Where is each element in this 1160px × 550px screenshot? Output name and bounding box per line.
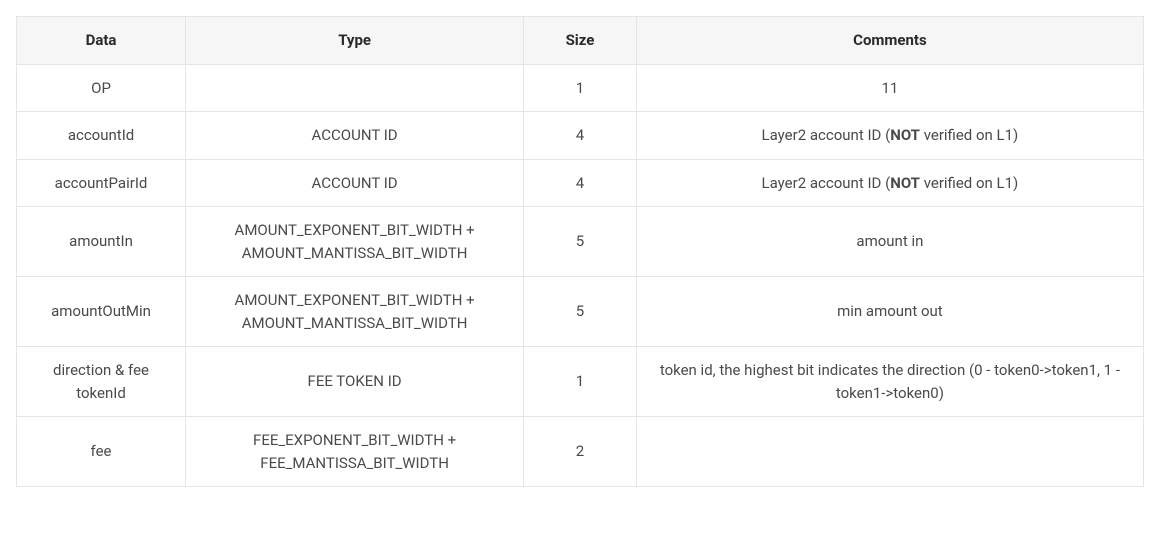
table-row: amountIn AMOUNT_EXPONENT_BIT_WIDTH + AMO… — [17, 207, 1144, 277]
cell-data: direction & fee tokenId — [17, 347, 186, 417]
cell-type: ACCOUNT ID — [186, 159, 524, 207]
cell-type: ACCOUNT ID — [186, 112, 524, 160]
table-row: amountOutMin AMOUNT_EXPONENT_BIT_WIDTH +… — [17, 277, 1144, 347]
cell-data: accountId — [17, 112, 186, 160]
cell-type: FEE_EXPONENT_BIT_WIDTH + FEE_MANTISSA_BI… — [186, 417, 524, 487]
comments-bold: NOT — [890, 126, 920, 144]
cell-comments — [636, 417, 1143, 487]
data-table: Data Type Size Comments OP 1 11 accountI… — [16, 16, 1144, 487]
cell-comments: min amount out — [636, 277, 1143, 347]
table-row: accountPairId ACCOUNT ID 4 Layer2 accoun… — [17, 159, 1144, 207]
table-body: OP 1 11 accountId ACCOUNT ID 4 Layer2 ac… — [17, 64, 1144, 487]
header-comments: Comments — [636, 17, 1143, 65]
cell-comments: 11 — [636, 64, 1143, 112]
header-type: Type — [186, 17, 524, 65]
cell-data: accountPairId — [17, 159, 186, 207]
cell-size: 1 — [524, 347, 637, 417]
cell-type: FEE TOKEN ID — [186, 347, 524, 417]
header-size: Size — [524, 17, 637, 65]
header-data: Data — [17, 17, 186, 65]
cell-size: 5 — [524, 277, 637, 347]
cell-comments: Layer2 account ID (NOT verified on L1) — [636, 112, 1143, 160]
table-header-row: Data Type Size Comments — [17, 17, 1144, 65]
cell-size: 1 — [524, 64, 637, 112]
cell-size: 2 — [524, 417, 637, 487]
cell-type: AMOUNT_EXPONENT_BIT_WIDTH + AMOUNT_MANTI… — [186, 277, 524, 347]
table-row: OP 1 11 — [17, 64, 1144, 112]
table-wrapper: Data Type Size Comments OP 1 11 accountI… — [16, 16, 1144, 487]
cell-comments: token id, the highest bit indicates the … — [636, 347, 1143, 417]
cell-size: 4 — [524, 112, 637, 160]
comments-bold: NOT — [890, 174, 920, 192]
cell-comments: amount in — [636, 207, 1143, 277]
comments-post: verified on L1) — [920, 174, 1018, 192]
cell-type — [186, 64, 524, 112]
table-row: accountId ACCOUNT ID 4 Layer2 account ID… — [17, 112, 1144, 160]
cell-data: amountIn — [17, 207, 186, 277]
cell-size: 5 — [524, 207, 637, 277]
cell-data: OP — [17, 64, 186, 112]
cell-type: AMOUNT_EXPONENT_BIT_WIDTH + AMOUNT_MANTI… — [186, 207, 524, 277]
cell-comments: Layer2 account ID (NOT verified on L1) — [636, 159, 1143, 207]
comments-pre: Layer2 account ID ( — [762, 126, 891, 144]
cell-data: amountOutMin — [17, 277, 186, 347]
cell-data: fee — [17, 417, 186, 487]
table-head: Data Type Size Comments — [17, 17, 1144, 65]
cell-size: 4 — [524, 159, 637, 207]
comments-pre: Layer2 account ID ( — [762, 174, 891, 192]
comments-post: verified on L1) — [920, 126, 1018, 144]
table-row: direction & fee tokenId FEE TOKEN ID 1 t… — [17, 347, 1144, 417]
table-row: fee FEE_EXPONENT_BIT_WIDTH + FEE_MANTISS… — [17, 417, 1144, 487]
